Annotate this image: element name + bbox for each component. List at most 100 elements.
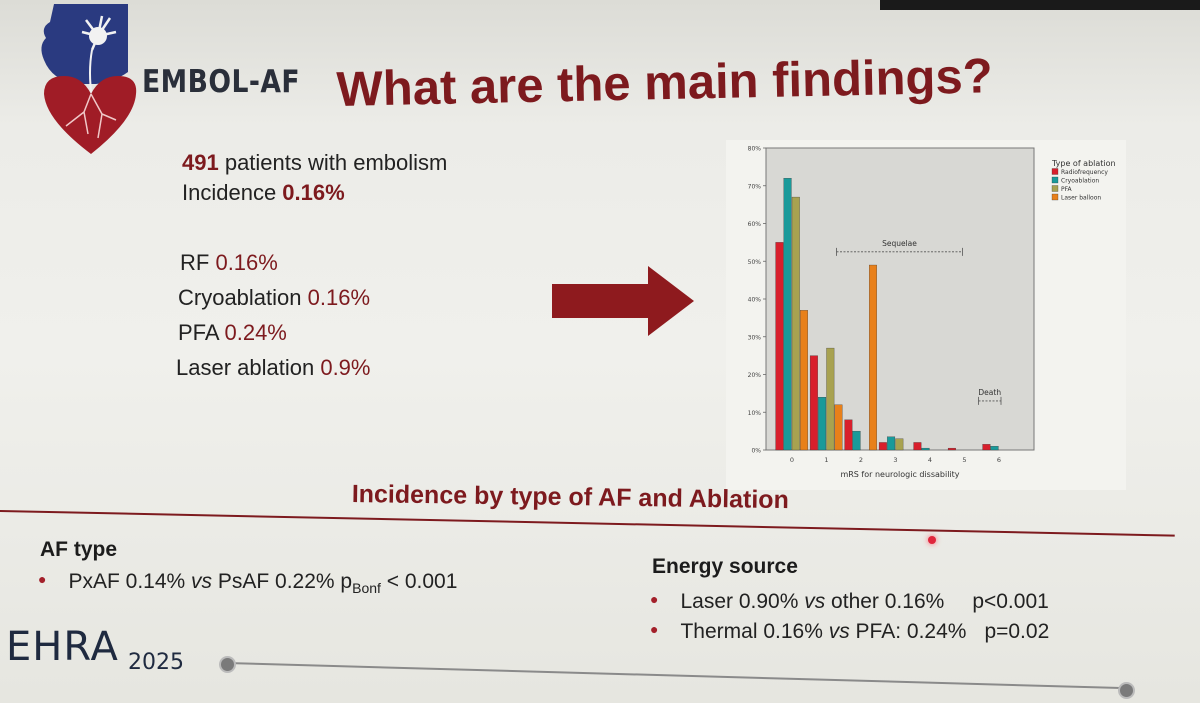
p-value: p=0.02 <box>984 620 1050 643</box>
x-tick-label: 3 <box>893 456 897 464</box>
legend-label: Cryoablation <box>1061 178 1099 185</box>
rate-label: Cryoablation <box>178 285 308 310</box>
ehra-logo-text: EHRA <box>6 624 119 670</box>
legend-swatch <box>1051 193 1059 201</box>
rate-value: 0.16% <box>215 250 278 275</box>
progress-timeline <box>225 662 1126 690</box>
rate-line: RF 0.16% <box>180 250 278 276</box>
y-tick-label: 80% <box>748 146 762 153</box>
incidence-line: Incidence 0.16% <box>182 180 345 206</box>
y-tick-label: 30% <box>748 334 762 341</box>
bar-cryoablation <box>783 178 792 451</box>
laser-value: Laser 0.90% <box>680 590 805 613</box>
timeline-start-dot <box>219 656 236 673</box>
legend-label: PFA <box>1061 186 1073 193</box>
thermal-value: Thermal 0.16% <box>680 620 829 643</box>
bar-radiofrequency <box>913 442 922 451</box>
patients-line: 491 patients with embolism <box>182 150 447 176</box>
bar-pfa <box>895 438 904 451</box>
p-symbol: p <box>340 570 353 593</box>
af-type-title: AF type <box>40 538 118 561</box>
energy-bullet: ● Laser 0.90% vs other 0.16% p<0.001 <box>650 590 1049 614</box>
psaf-value: PsAF 0.22% <box>212 570 341 593</box>
bullet-icon: ● <box>650 591 659 607</box>
mrs-bar-chart: 0% 10% 20% 30% 40% 50% 60% 70% 80% 0 1 2 3 4 5 6 Seque… <box>726 140 1126 490</box>
bullet-icon: ● <box>650 621 659 637</box>
rate-label: Laser ablation <box>176 355 321 380</box>
bar-laser-balloon <box>834 404 843 451</box>
right-arrow-icon <box>552 266 694 336</box>
x-axis-label: mRS for neurologic dissability <box>840 470 959 479</box>
bar-cryoablation <box>921 447 930 451</box>
annotation-label: Sequelae <box>882 239 917 248</box>
pfa-value: PFA: 0.24% <box>849 620 967 643</box>
annotation-label: Death <box>978 388 1001 397</box>
bar-pfa <box>826 347 835 451</box>
incidence-label: Incidence <box>182 180 283 205</box>
y-tick-label: 10% <box>748 410 762 417</box>
bar-radiofrequency <box>844 419 853 451</box>
rate-value: 0.24% <box>224 320 287 345</box>
p-subscript: Bonf <box>352 580 381 597</box>
rate-label: RF <box>180 250 216 275</box>
legend-swatch <box>1051 168 1059 175</box>
rate-value: 0.9% <box>320 355 371 380</box>
vs-text: vs <box>804 590 826 613</box>
laser-pointer-dot <box>928 536 936 544</box>
energy-source-title: Energy source <box>652 555 798 578</box>
divider-line <box>0 510 1175 537</box>
bar-radiofrequency <box>947 447 956 451</box>
ehra-year: 2025 <box>128 650 184 675</box>
bullet-icon: ● <box>38 571 47 587</box>
slide-title: What are the main findings? <box>336 49 994 117</box>
p-value: p<0.001 <box>972 590 1049 613</box>
bar-laser-balloon <box>800 310 808 451</box>
rate-value: 0.16% <box>307 285 371 310</box>
vs-text: vs <box>828 620 850 643</box>
x-tick-label: 4 <box>928 456 932 464</box>
bar-cryoablation <box>887 436 896 451</box>
af-type-bullet: ● PxAF 0.14% vs PsAF 0.22% pBonf < 0.001 <box>38 570 457 596</box>
embol-af-logo <box>36 2 146 157</box>
legend-swatch <box>1051 176 1059 184</box>
section-subtitle: Incidence by type of AF and Ablation <box>351 480 790 515</box>
bar-cryoablation <box>852 430 861 451</box>
vs-text: vs <box>191 570 213 593</box>
rate-line: Laser ablation 0.9% <box>176 355 370 381</box>
y-tick-label: 60% <box>748 221 762 228</box>
rate-line: PFA 0.24% <box>178 320 287 346</box>
y-tick-label: 20% <box>748 372 762 379</box>
bar-radiofrequency <box>775 242 784 451</box>
bar-radiofrequency <box>878 442 887 451</box>
other-value: other 0.16% <box>825 590 945 613</box>
bar-radiofrequency <box>982 444 991 451</box>
x-tick-label: 0 <box>790 456 794 464</box>
pxaf-value: PxAF 0.14% <box>68 570 192 593</box>
patients-value: 491 <box>182 150 219 175</box>
bar-radiofrequency <box>809 355 818 451</box>
head-heart-icon <box>41 4 137 154</box>
x-tick-label: 6 <box>997 456 1001 464</box>
y-tick-label: 50% <box>748 259 762 266</box>
legend-swatch <box>1051 185 1059 192</box>
timeline-end-dot <box>1118 682 1135 699</box>
x-tick-label: 2 <box>859 456 863 464</box>
top-bar <box>880 0 1200 10</box>
y-tick-label: 0% <box>751 448 761 455</box>
legend-title: Type of ablation <box>1051 159 1116 168</box>
incidence-value: 0.16% <box>282 180 345 205</box>
bar-cryoablation <box>990 446 999 451</box>
y-tick-label: 40% <box>748 297 762 304</box>
bar-pfa <box>791 196 800 451</box>
rate-line: Cryoablation 0.16% <box>178 285 370 311</box>
energy-bullet: ● Thermal 0.16% vs PFA: 0.24% p=0.02 <box>650 620 1049 644</box>
bar-cryoablation <box>818 396 827 451</box>
x-tick-label: 5 <box>962 456 966 464</box>
legend-label: Radiofrequency <box>1061 169 1108 176</box>
bar-laser-balloon <box>869 264 877 451</box>
y-tick-label: 70% <box>748 183 762 190</box>
legend-label: Laser balloon <box>1061 195 1101 202</box>
x-tick-label: 1 <box>824 456 828 464</box>
p-value: < 0.001 <box>380 570 458 593</box>
rate-label: PFA <box>178 320 225 345</box>
